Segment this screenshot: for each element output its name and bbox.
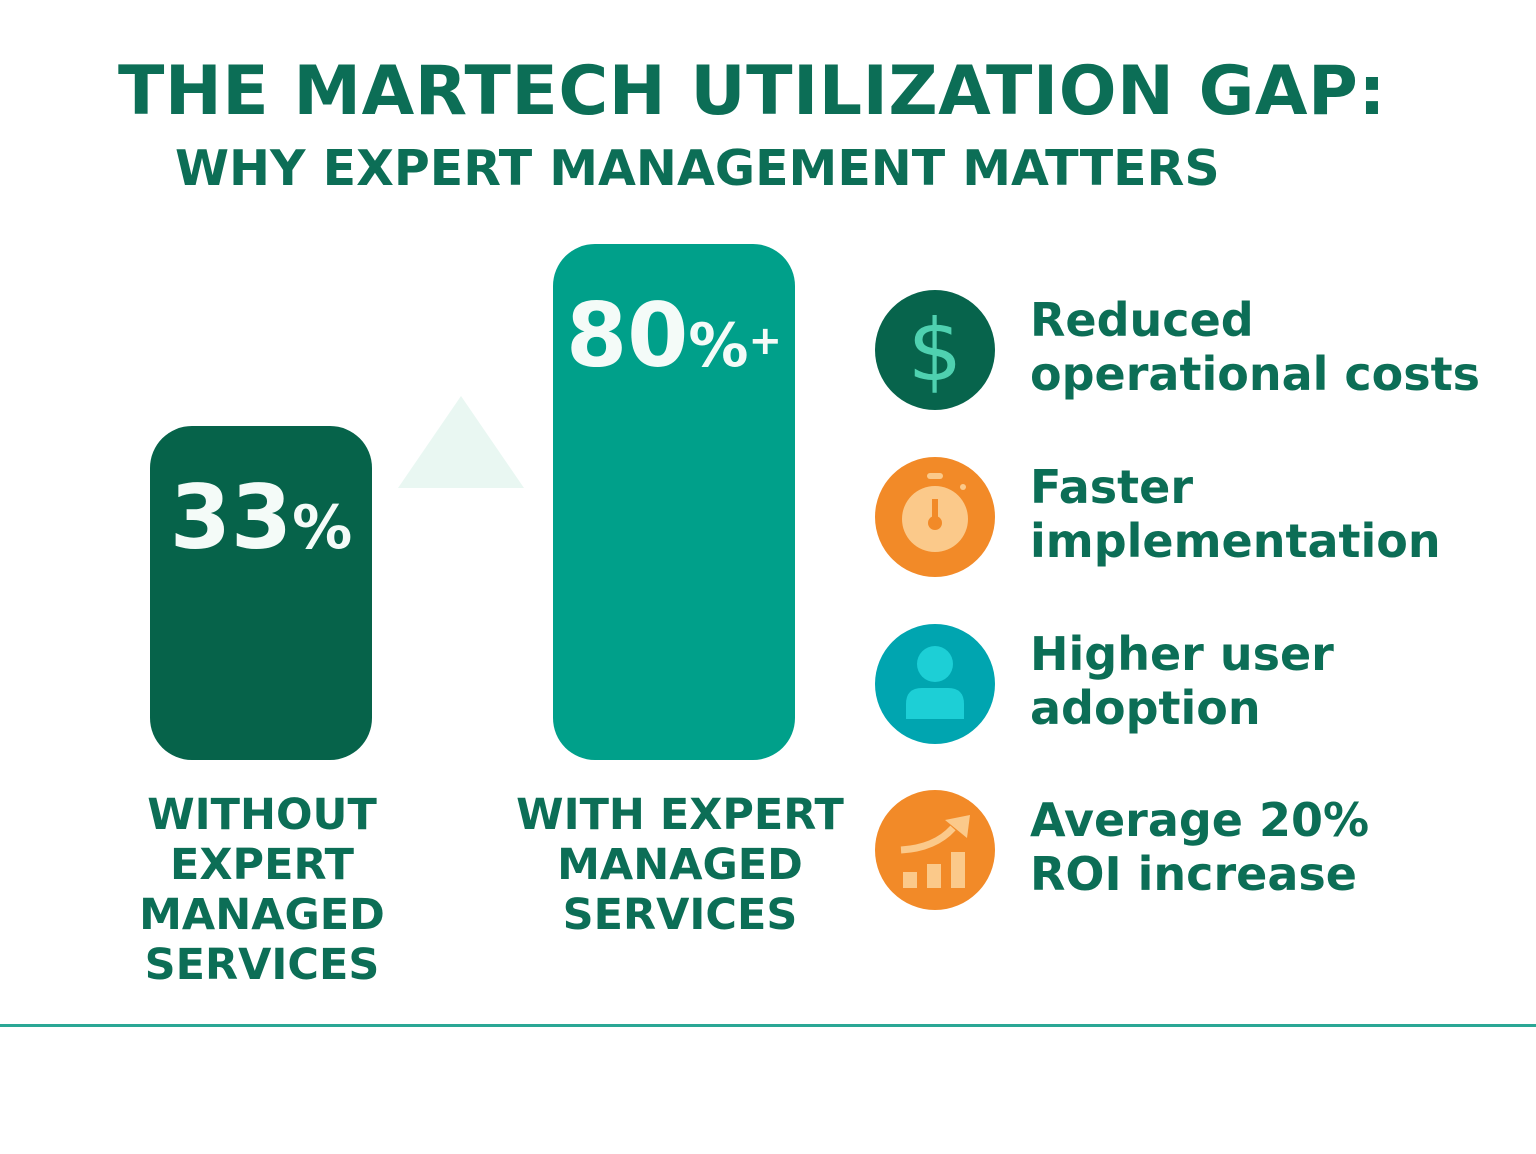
benefit-line: Higher user: [1030, 627, 1334, 681]
value-unit: %: [292, 493, 353, 563]
value-number: 33: [169, 466, 293, 569]
benefit-line: Faster: [1030, 460, 1194, 514]
dollar-icon: $: [875, 290, 995, 410]
label-line: SERVICES: [144, 940, 380, 990]
svg-text:$: $: [908, 301, 963, 401]
benefit-line: ROI increase: [1030, 847, 1357, 901]
user-icon: [875, 624, 995, 744]
label-line: WITH EXPERT: [516, 790, 844, 840]
benefit-line: operational costs: [1030, 347, 1481, 401]
benefit-line: adoption: [1030, 681, 1261, 735]
stopwatch-icon: [875, 457, 995, 577]
label-line: MANAGED: [139, 890, 385, 940]
page-title: THE MARTECH UTILIZATION GAP:: [118, 52, 1387, 131]
benefit-faster-implementation: Faster implementation: [1030, 460, 1441, 568]
bar-with-expert: 80%+: [553, 244, 795, 760]
label-line: WITHOUT: [147, 790, 377, 840]
benefit-line: Average 20%: [1030, 793, 1370, 847]
page-subtitle: WHY EXPERT MANAGEMENT MATTERS: [175, 140, 1220, 197]
growth-chart-icon: [875, 790, 995, 910]
bottom-divider: [0, 1024, 1536, 1027]
value-number: 80: [565, 284, 689, 387]
benefit-reduced-costs: Reduced operational costs: [1030, 293, 1480, 401]
benefit-user-adoption: Higher user adoption: [1030, 627, 1334, 735]
label-line: EXPERT: [170, 840, 354, 890]
bar-without-expert: 33%: [150, 426, 372, 760]
value-unit: %: [688, 311, 749, 381]
value-suffix: +: [748, 318, 783, 364]
benefit-line: Reduced: [1030, 293, 1254, 347]
up-arrow-triangle-icon: [398, 396, 524, 488]
bar-value-33: 33%: [150, 466, 372, 569]
bar-value-80: 80%+: [553, 284, 795, 387]
bar-label-with: WITH EXPERT MANAGED SERVICES: [510, 790, 850, 940]
benefit-roi-increase: Average 20% ROI increase: [1030, 793, 1369, 901]
benefit-line: implementation: [1030, 514, 1441, 568]
bar-label-without: WITHOUT EXPERT MANAGED SERVICES: [112, 790, 412, 990]
label-line: MANAGED: [557, 840, 803, 890]
label-line: SERVICES: [562, 890, 798, 940]
